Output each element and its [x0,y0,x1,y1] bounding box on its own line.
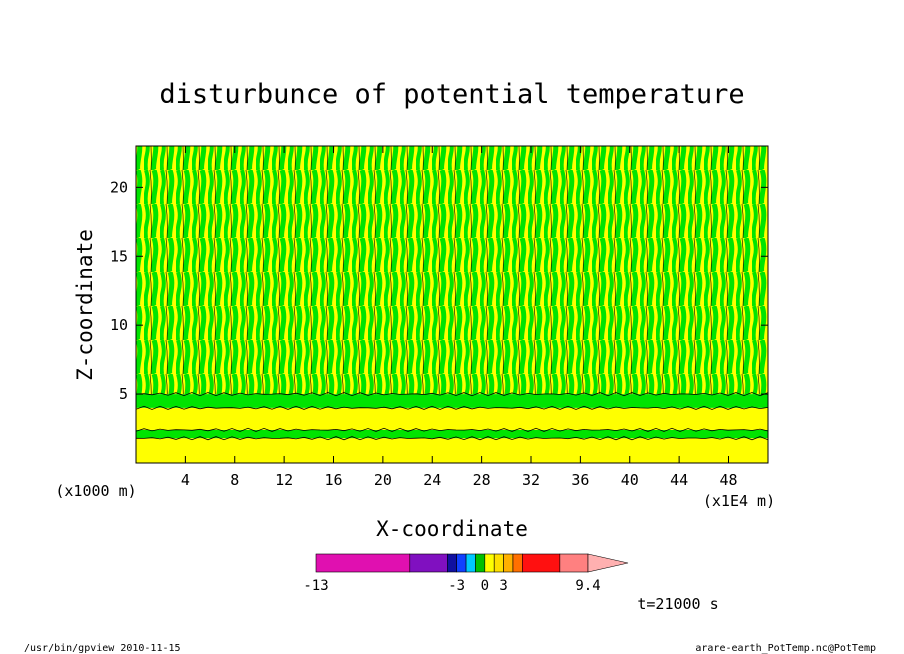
colorbar-segment-10 [522,553,561,573]
chart-title: disturbunce of potential temperature [159,79,744,110]
field-layer-4 [136,146,768,395]
x-axis-label: X-coordinate [376,517,528,541]
y-axis-label: Z-coordinate [73,229,97,381]
colorbar-tick-label: 3 [499,578,507,594]
x-tick-label: 8 [230,471,239,489]
colorbar-segment-2 [447,553,457,573]
footer-left: /usr/bin/gpview 2010-11-15 [24,643,181,654]
x-tick-label: 20 [374,471,392,489]
x-axis: 4 8 12 16 20 24 28 32 36 40 44 48 [181,146,738,489]
field-layer-0 [136,438,768,463]
colorbar-segment-8 [503,553,514,573]
x-tick-label: 24 [423,471,441,489]
colorbar-segment-0 [315,553,411,573]
contour-line-1 [136,427,768,432]
colorbar-tick-label: 0 [481,578,489,594]
colorbar-segment-4 [465,553,476,573]
x-tick-label: 28 [473,471,491,489]
field-layer-1 [136,429,768,439]
x-tick-label: 48 [719,471,737,489]
colorbar-tick-label: -13 [303,578,328,594]
y-axis: 5 10 15 20 [110,178,768,403]
field-layer-2 [136,407,768,430]
field-layer-3 [136,394,768,408]
colorbar-segment-11 [559,553,589,573]
contour-line-0 [136,436,768,441]
colorbar-segment-7 [493,553,504,573]
y-tick-label: 20 [110,178,128,196]
time-label: t=21000 s [637,595,718,613]
x-tick-label: 32 [522,471,540,489]
x-tick-label: 40 [621,471,639,489]
colorbar-segment-1 [409,553,448,573]
x-tick-label: 4 [181,471,190,489]
plot-area [136,146,768,463]
footer-right: arare-earth_PotTemp.nc@PotTemp [695,643,876,654]
x-unit-label: (x1E4 m) [703,492,775,510]
colorbar-segment-3 [456,553,467,573]
x-tick-label: 12 [275,471,293,489]
colorbar-segment-9 [512,553,523,573]
x-tick-label: 16 [324,471,342,489]
colorbar: -13 -3 0 3 9.4 [303,553,629,594]
x-tick-label: 44 [670,471,688,489]
colorbar-arrow [587,553,629,573]
colorbar-tick-label: -3 [448,578,465,594]
colorbar-tick-label: 9.4 [575,578,600,594]
contour-line-2 [136,405,768,410]
x-tick-label: 36 [571,471,589,489]
contour-line-3 [136,392,768,397]
y-tick-label: 15 [110,247,128,265]
plot-frame [135,145,769,464]
y-tick-label: 10 [110,316,128,334]
y-tick-label: 5 [119,385,128,403]
colorbar-segment-6 [484,553,495,573]
y-unit-label: (x1000 m) [55,482,136,500]
colorbar-segment-5 [475,553,486,573]
